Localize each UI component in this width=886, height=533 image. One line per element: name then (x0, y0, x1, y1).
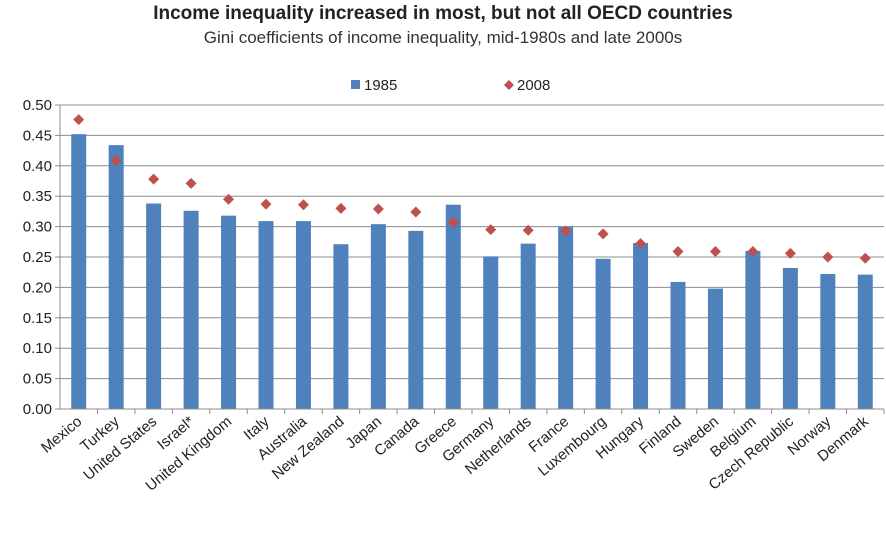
bar-1985 (221, 215, 237, 409)
marker-2008 (784, 247, 796, 259)
y-tick-label: 0.35 (23, 188, 52, 205)
x-tick-label: Mexico (38, 413, 85, 457)
marker-2008 (297, 199, 309, 211)
bar-1985 (146, 203, 162, 409)
bar-1985 (857, 274, 873, 409)
bar-1985 (558, 226, 574, 409)
marker-2008 (560, 225, 572, 237)
bar-1985 (370, 224, 386, 409)
marker-2008 (747, 246, 759, 258)
marker-2008 (447, 216, 459, 228)
bar-1985 (483, 256, 499, 409)
y-tick-label: 0.15 (23, 310, 52, 327)
bar-1985 (670, 281, 686, 409)
bar-1985 (820, 274, 836, 409)
bar-1985 (71, 134, 87, 409)
y-tick-label: 0.20 (23, 279, 52, 296)
y-axis: 0.00 0.05 0.10 0.15 0.20 0.25 0.30 0.35 0.40 0.45… (23, 97, 61, 418)
legend-swatch-2008 (504, 80, 514, 90)
y-tick-label: 0.00 (23, 401, 52, 418)
y-tick-label: 0.40 (23, 158, 52, 175)
bars-1985 (71, 134, 873, 410)
marker-2008 (822, 251, 834, 263)
y-tick-label: 0.45 (23, 127, 52, 144)
y-tick-label: 0.25 (23, 249, 52, 266)
marker-2008 (148, 173, 160, 185)
bar-1985 (183, 210, 199, 409)
legend: 1985 2008 (351, 77, 550, 94)
bar-1985 (108, 145, 124, 410)
y-tick-label: 0.30 (23, 219, 52, 236)
bar-1985 (745, 250, 761, 409)
marker-2008 (522, 224, 534, 236)
markers-2008 (73, 114, 871, 264)
bar-1985 (520, 243, 536, 409)
marker-2008 (260, 198, 272, 210)
marker-2008 (597, 228, 609, 240)
bar-1985 (258, 221, 274, 409)
marker-2008 (410, 206, 422, 218)
bar-1985 (445, 204, 461, 409)
bar-1985 (333, 244, 349, 409)
bar-1985 (707, 288, 723, 409)
marker-2008 (223, 193, 235, 205)
bar-1985 (782, 267, 798, 409)
marker-2008 (372, 203, 384, 215)
marker-2008 (335, 202, 347, 214)
marker-2008 (485, 224, 497, 236)
y-tick-label: 0.50 (23, 97, 52, 114)
bar-1985 (595, 258, 611, 409)
bar-1985 (633, 243, 649, 409)
marker-2008 (110, 154, 122, 166)
bar-1985 (295, 221, 311, 409)
bar-1985 (408, 230, 424, 409)
marker-2008 (185, 177, 197, 189)
legend-label-1985: 1985 (364, 77, 397, 94)
marker-2008 (859, 252, 871, 264)
chart-title: Income inequality increased in most, but… (153, 3, 733, 24)
legend-label-2008: 2008 (517, 77, 550, 94)
marker-2008 (73, 114, 85, 126)
y-tick-label: 0.10 (23, 340, 52, 357)
marker-2008 (635, 238, 647, 250)
marker-2008 (709, 246, 721, 258)
chart-subtitle: Gini coefficients of income inequality, … (203, 28, 683, 47)
marker-2008 (672, 246, 684, 258)
legend-swatch-1985 (351, 80, 360, 89)
y-tick-label: 0.05 (23, 371, 52, 388)
